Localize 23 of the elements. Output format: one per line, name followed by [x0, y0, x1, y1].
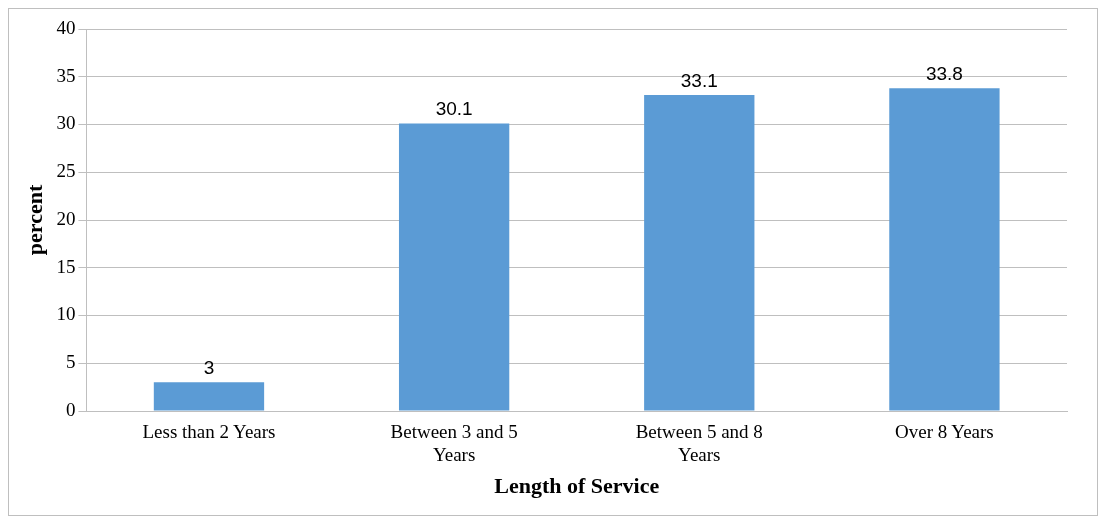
data-label: 30.1 [435, 98, 473, 120]
data-label: 33.8 [925, 62, 963, 84]
y-tick-label: 20 [56, 207, 76, 229]
data-label: 3 [203, 357, 215, 379]
bar [398, 123, 510, 411]
y-axis-title: percent [21, 184, 47, 256]
y-tick-label: 0 [65, 398, 76, 420]
y-tick-label: 5 [65, 351, 76, 373]
bar [153, 382, 265, 411]
y-tick-label: 10 [56, 303, 76, 325]
x-tick-label: Less than 2 Years [142, 421, 276, 443]
bar [644, 94, 755, 411]
y-tick-label: 35 [56, 64, 76, 86]
x-tick-label: Between 5 and 8 Years [635, 421, 763, 466]
x-tick-label: Over 8 Years [895, 421, 994, 443]
y-tick-label: 15 [56, 255, 76, 277]
bar [889, 88, 1000, 411]
x-tick-label: Between 3 and 5 Years [390, 421, 518, 466]
y-tick-label: 30 [56, 112, 76, 134]
y-tick-label: 25 [56, 160, 76, 182]
data-label: 33.1 [680, 69, 718, 91]
y-tick-label: 40 [56, 16, 76, 38]
x-axis-title: Length of Service [494, 473, 660, 499]
